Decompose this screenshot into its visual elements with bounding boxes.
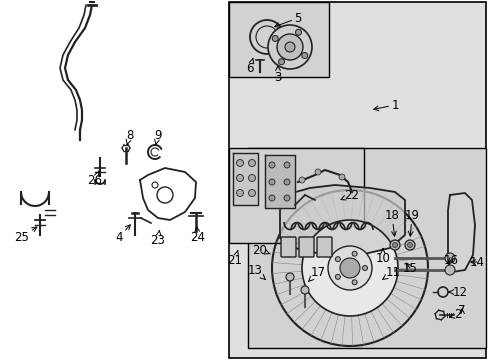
Circle shape: [351, 251, 356, 256]
Circle shape: [295, 29, 301, 35]
Text: 20: 20: [252, 243, 270, 257]
Circle shape: [236, 159, 243, 166]
Circle shape: [362, 266, 367, 270]
Text: 3: 3: [274, 66, 281, 84]
Circle shape: [268, 162, 274, 168]
Text: 4: 4: [115, 225, 130, 243]
Circle shape: [327, 246, 371, 290]
Circle shape: [268, 179, 274, 185]
Text: 18: 18: [384, 208, 399, 236]
Circle shape: [301, 286, 308, 294]
Circle shape: [407, 243, 412, 248]
Bar: [228, 2, 328, 77]
Circle shape: [284, 179, 289, 185]
FancyBboxPatch shape: [316, 237, 331, 257]
Circle shape: [236, 189, 243, 197]
Text: 12: 12: [448, 285, 467, 298]
Circle shape: [301, 53, 307, 59]
Text: 7: 7: [457, 303, 465, 316]
Circle shape: [351, 280, 356, 285]
Text: 19: 19: [404, 208, 419, 236]
Circle shape: [285, 42, 294, 52]
Circle shape: [338, 174, 345, 180]
Text: 11: 11: [382, 266, 400, 280]
Circle shape: [268, 195, 274, 201]
Circle shape: [404, 240, 414, 250]
Text: 8: 8: [126, 129, 133, 145]
Circle shape: [248, 159, 255, 166]
Circle shape: [278, 59, 284, 65]
Bar: [228, 2, 485, 358]
Bar: [228, 148, 363, 243]
Circle shape: [272, 36, 278, 41]
Circle shape: [444, 253, 454, 263]
Circle shape: [267, 25, 311, 69]
Text: 2: 2: [449, 309, 461, 321]
Text: 17: 17: [308, 266, 325, 282]
Circle shape: [392, 243, 397, 248]
Circle shape: [314, 169, 320, 175]
Text: 14: 14: [468, 256, 484, 269]
FancyBboxPatch shape: [298, 237, 313, 257]
Circle shape: [339, 258, 359, 278]
Circle shape: [284, 195, 289, 201]
Circle shape: [248, 189, 255, 197]
Text: 13: 13: [247, 264, 265, 279]
Text: 22: 22: [340, 189, 359, 202]
Text: 1: 1: [373, 99, 398, 112]
Polygon shape: [447, 193, 474, 272]
Text: 16: 16: [443, 253, 458, 266]
Text: 6: 6: [246, 58, 253, 75]
Circle shape: [276, 34, 303, 60]
Polygon shape: [264, 155, 294, 208]
Text: 9: 9: [154, 129, 162, 144]
Text: 10: 10: [375, 249, 389, 265]
Circle shape: [284, 162, 289, 168]
Text: 5: 5: [274, 12, 301, 27]
Text: 25: 25: [15, 227, 37, 243]
Text: 15: 15: [402, 261, 417, 274]
FancyBboxPatch shape: [281, 237, 295, 257]
Text: 23: 23: [150, 230, 165, 247]
Circle shape: [285, 273, 293, 281]
Bar: [247, 148, 485, 348]
Circle shape: [335, 274, 340, 279]
Circle shape: [248, 175, 255, 181]
Circle shape: [444, 265, 454, 275]
Text: 24: 24: [190, 227, 205, 243]
Polygon shape: [232, 153, 258, 205]
Circle shape: [298, 177, 305, 183]
Text: 26: 26: [87, 171, 102, 186]
Circle shape: [389, 240, 399, 250]
Text: 21: 21: [227, 251, 242, 266]
Circle shape: [335, 257, 340, 262]
Polygon shape: [280, 185, 404, 255]
Circle shape: [236, 175, 243, 181]
